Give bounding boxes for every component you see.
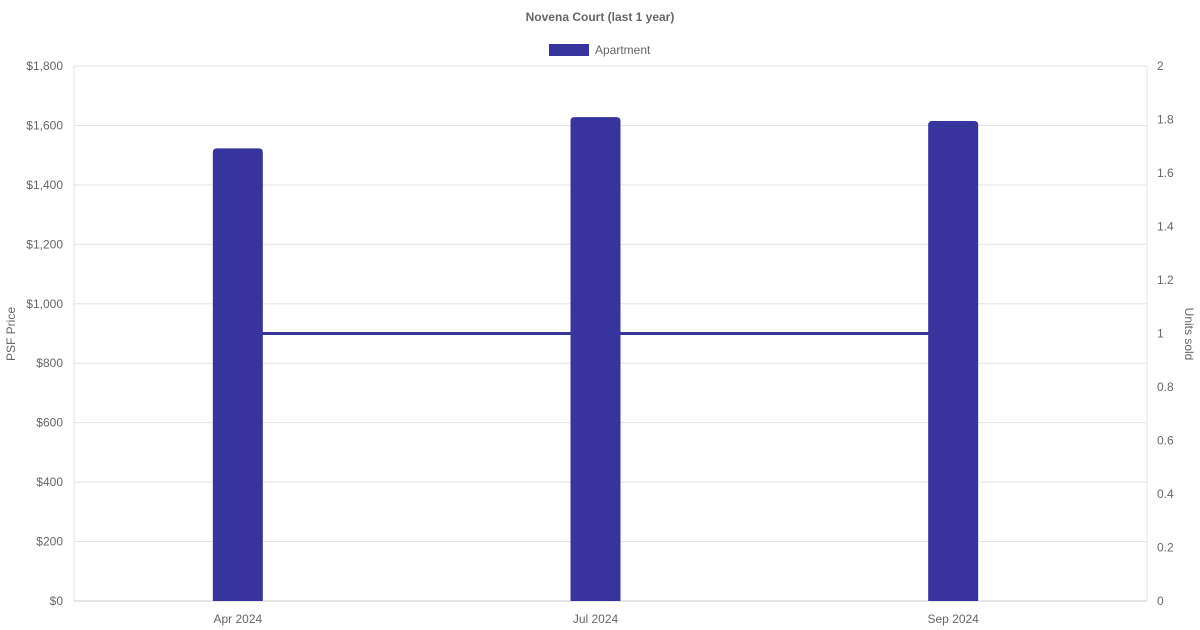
y-tick-label: $800: [36, 356, 63, 370]
chart-title: Novena Court (last 1 year): [526, 10, 675, 24]
bar: [212, 148, 263, 601]
bar: [928, 120, 979, 601]
x-tick-label: Jul 2024: [573, 612, 619, 626]
y-tick-label: $1,800: [26, 59, 63, 73]
x-tick-label: Apr 2024: [213, 612, 262, 626]
y-axis-label: PSF Price: [4, 307, 18, 361]
y-right-tick-label: 2: [1157, 59, 1164, 73]
y-tick-label: $0: [50, 594, 64, 608]
y-right-tick-label: 0.2: [1157, 541, 1174, 555]
y-axis-right-label: Units sold: [1182, 308, 1196, 361]
legend-swatch[interactable]: [549, 44, 589, 56]
y-right-tick-label: 0.8: [1157, 380, 1174, 394]
y-tick-label: $400: [36, 475, 63, 489]
y-right-tick-label: 0.4: [1157, 487, 1174, 501]
y-right-tick-label: 1: [1157, 327, 1164, 341]
bar: [570, 117, 621, 601]
y-right-tick-label: 1.4: [1157, 220, 1174, 234]
x-tick-label: Sep 2024: [927, 612, 979, 626]
y-tick-label: $200: [36, 535, 63, 549]
y-right-tick-label: 1.2: [1157, 273, 1174, 287]
legend-label[interactable]: Apartment: [595, 43, 651, 57]
y-right-tick-label: 1.6: [1157, 166, 1174, 180]
y-tick-label: $1,000: [26, 297, 63, 311]
y-tick-label: $1,200: [26, 237, 63, 251]
y-tick-label: $1,400: [26, 178, 63, 192]
y-right-tick-label: 1.8: [1157, 113, 1174, 127]
y-tick-label: $600: [36, 416, 63, 430]
y-right-tick-label: 0.6: [1157, 434, 1174, 448]
y-right-tick-label: 0: [1157, 594, 1164, 608]
y-tick-label: $1,600: [26, 118, 63, 132]
